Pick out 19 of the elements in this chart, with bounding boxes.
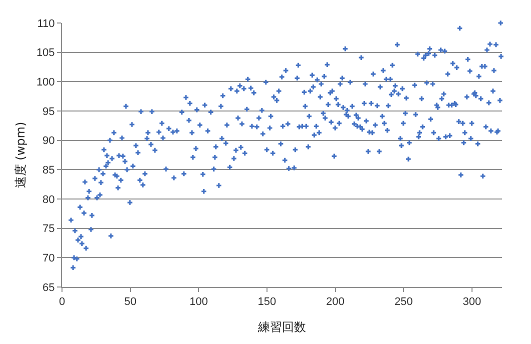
x-tick-label: 0 [58,296,66,308]
x-tick-label: 100 [189,296,208,308]
y-tick-label: 110 [37,18,55,30]
y-tick-label: 95 [42,106,55,118]
y-tick-label: 70 [42,252,55,265]
x-axis-title: 練習回数 [257,320,306,334]
y-tick-label: 90 [42,135,55,148]
x-tick-label: 250 [394,296,413,308]
y-tick-label: 65 [42,282,55,294]
y-tick-label: 100 [36,76,55,89]
x-tick-label: 200 [326,296,344,308]
y-tick-label: 75 [42,223,55,236]
x-tick-label: 50 [124,296,136,308]
y-tick-label: 80 [42,194,55,206]
x-tick-label: 150 [258,296,276,308]
y-axis-title: 速度 (wpm) [14,122,28,188]
x-tick-label: 300 [462,296,482,308]
y-tick-label: 85 [42,164,55,177]
y-tick-label: 105 [36,47,55,60]
